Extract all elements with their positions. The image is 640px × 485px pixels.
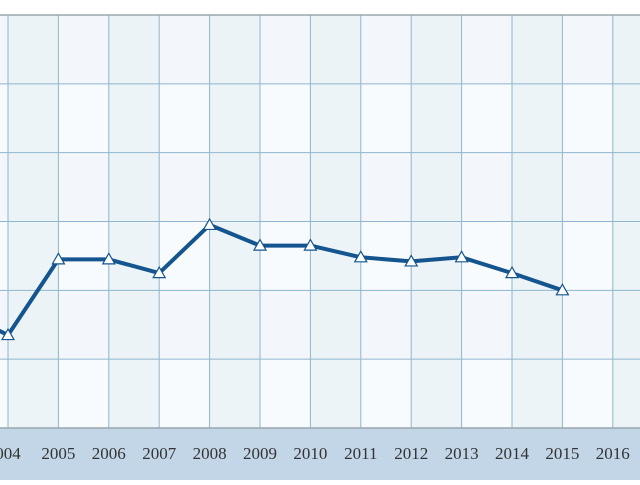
x-tick-label: 004 bbox=[0, 444, 21, 463]
data-point-marker bbox=[353, 250, 368, 263]
row-band bbox=[0, 152, 640, 222]
data-series bbox=[0, 217, 570, 341]
x-tick-label: 2008 bbox=[193, 444, 227, 463]
data-point-marker bbox=[101, 252, 116, 265]
data-point-marker bbox=[0, 327, 16, 341]
data-point-marker bbox=[51, 252, 66, 265]
data-point-marker bbox=[152, 265, 167, 279]
row-band bbox=[0, 15, 640, 84]
data-point-marker bbox=[504, 265, 520, 279]
data-point-marker bbox=[202, 217, 217, 231]
data-point-marker bbox=[404, 254, 419, 267]
x-tick-label: 2013 bbox=[445, 444, 479, 463]
x-tick-label: 2010 bbox=[293, 444, 327, 463]
x-tick-label: 2016 bbox=[596, 444, 630, 463]
x-tick-label: 2009 bbox=[243, 444, 277, 463]
x-tick-label: 2015 bbox=[545, 444, 579, 463]
x-tick-label: 2007 bbox=[142, 444, 177, 463]
data-point-marker bbox=[252, 238, 268, 251]
row-band bbox=[0, 290, 640, 360]
x-tick-label: 2005 bbox=[41, 444, 75, 463]
x-tick-label: 2014 bbox=[495, 444, 530, 463]
data-point-marker bbox=[454, 250, 469, 263]
x-tick-label: 2011 bbox=[344, 444, 377, 463]
data-point-marker bbox=[555, 283, 570, 296]
x-tick-label: 2006 bbox=[92, 444, 126, 463]
data-point-marker bbox=[303, 238, 318, 251]
x-axis: 004 2005 2006 2007 2008 2009 2010 2011 2012 2013 2… bbox=[0, 427, 640, 480]
x-axis-bar bbox=[0, 428, 640, 480]
x-tick-label: 2012 bbox=[394, 444, 428, 463]
